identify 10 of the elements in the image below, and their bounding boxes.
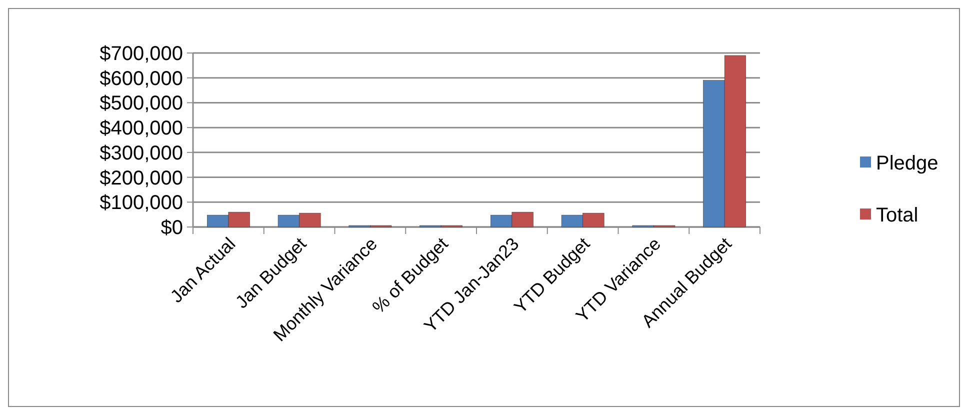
y-tick-label: $700,000 <box>100 43 183 65</box>
y-tick-label: $0 <box>160 217 183 239</box>
y-tick-label: $100,000 <box>100 192 183 214</box>
y-tick-label: $500,000 <box>100 92 183 115</box>
y-tick-label: $300,000 <box>100 142 183 164</box>
legend-label: Total <box>876 204 918 226</box>
y-tick-label: $400,000 <box>100 118 183 140</box>
legend-label: Pledge <box>876 152 938 174</box>
y-tick-label: $200,000 <box>100 167 183 190</box>
y-tick-label: $600,000 <box>100 68 183 90</box>
